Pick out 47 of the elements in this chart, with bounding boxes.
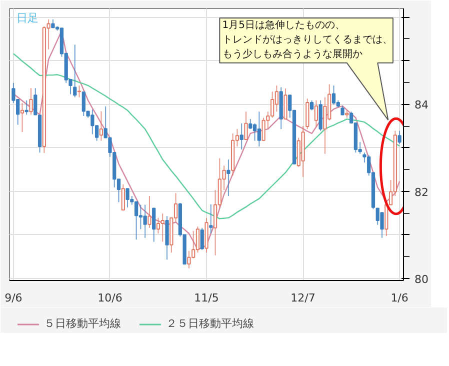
- candlestick: [148, 196, 152, 228]
- y-tick-label: 84: [414, 98, 428, 112]
- candlestick: [138, 204, 143, 230]
- candlestick: [156, 217, 160, 234]
- candlestick: [310, 100, 314, 111]
- candlestick: [209, 204, 213, 234]
- candlestick: [274, 85, 279, 112]
- annotation: 日足: [16, 12, 38, 24]
- candlestick: [244, 111, 248, 140]
- candlestick: [323, 96, 327, 154]
- candlestick: [187, 250, 191, 269]
- candlestick: [152, 208, 156, 242]
- candlestick: [73, 44, 77, 98]
- candlestick: [29, 88, 33, 116]
- candlestick: [240, 122, 244, 150]
- y-tick-label: 80: [414, 272, 428, 286]
- legend-label: ２５日移動平均線: [166, 316, 254, 331]
- annotation: 1月5日は急伸したものの、トレンドがはっきりしてくるまでは、もう少しもみ合うような展開か: [222, 19, 392, 60]
- candlestick: [332, 85, 336, 106]
- candlestick: [306, 98, 310, 130]
- candlestick: [99, 110, 104, 142]
- candlestick: [380, 212, 384, 238]
- x-tick-label: 1/6: [390, 292, 408, 304]
- x-tick-label: 12/7: [290, 292, 316, 304]
- candlestick: [226, 159, 230, 197]
- x-tick-label: 9/6: [4, 292, 22, 304]
- candlestick: [77, 85, 82, 98]
- legend-label: ５日移動平均線: [44, 316, 121, 331]
- x-tick-label: 11/5: [194, 292, 219, 304]
- candlestick: [262, 117, 266, 142]
- candlestick: [24, 100, 28, 116]
- candlestick: [121, 184, 125, 210]
- candlestick: [160, 212, 164, 242]
- candlestick: [248, 118, 252, 130]
- candlestick: [314, 100, 318, 127]
- candlestick: [126, 188, 130, 208]
- candlestick: [143, 204, 147, 238]
- candlestick: [270, 91, 274, 118]
- candlestick: [284, 88, 288, 120]
- y-tick-label: 82: [414, 186, 428, 199]
- x-tick-label: 10/6: [98, 292, 122, 304]
- candlestick: [257, 111, 261, 147]
- candlestick: [20, 102, 24, 133]
- candlestick: [252, 122, 257, 142]
- candlestick: [398, 130, 402, 144]
- candlestick: [134, 201, 138, 240]
- candlestick: [200, 227, 204, 250]
